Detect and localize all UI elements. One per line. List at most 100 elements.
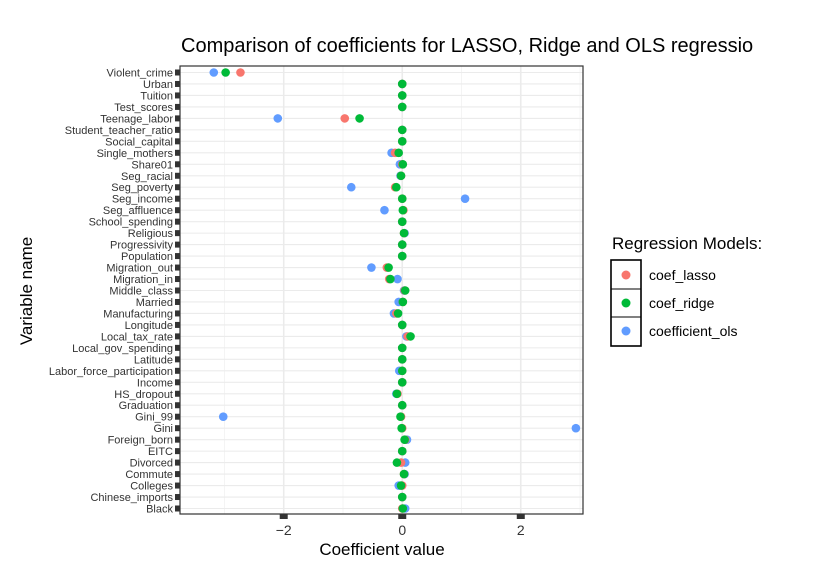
y-tick-mark — [175, 413, 180, 420]
y-tick-mark — [175, 184, 180, 191]
y-tick-mark — [175, 207, 180, 214]
point-coefficient_ols — [393, 274, 402, 284]
y-tick-label: Test_scores — [114, 102, 173, 114]
y-tick-label: Chinese_imports — [90, 492, 173, 504]
y-tick-label: Violent_crime — [107, 68, 173, 80]
point-coefficient_ols — [346, 182, 356, 192]
plot-panel: Violent_crimeUrbanTuitionTest_scoresTeen… — [49, 65, 584, 538]
point-coefficient_ols — [460, 194, 470, 204]
y-tick-label: Religious — [128, 228, 174, 240]
y-tick-label: Seg_income — [112, 194, 173, 206]
point-coef_ridge — [397, 492, 407, 502]
y-tick-mark — [175, 92, 180, 99]
legend-key-ridge — [621, 298, 631, 308]
y-tick-mark — [175, 482, 180, 489]
x-tick-label: 0 — [398, 522, 406, 538]
y-tick-mark — [175, 126, 180, 133]
y-tick-label: Black — [146, 504, 173, 516]
point-coef_ridge — [397, 194, 407, 204]
y-tick-mark — [175, 471, 180, 478]
y-tick-label: Progressivity — [110, 240, 173, 252]
point-coefficient_ols — [273, 114, 283, 123]
y-tick-label: Gini_99 — [135, 412, 173, 424]
y-tick-label: Latitude — [134, 354, 173, 366]
y-tick-mark — [175, 436, 180, 443]
y-tick-mark — [175, 367, 180, 374]
point-coefficient_ols — [209, 68, 219, 77]
point-coef_ridge — [396, 412, 405, 422]
x-tick-label: 2 — [517, 522, 525, 538]
point-coef_ridge — [398, 159, 408, 169]
y-tick-label: Local_tax_rate — [101, 331, 173, 343]
y-tick-label: Single_mothers — [97, 148, 174, 160]
y-tick-mark — [175, 241, 180, 248]
point-coef_ridge — [399, 228, 409, 238]
y-tick-label: Seg_poverty — [111, 182, 173, 194]
point-coef_ridge — [396, 171, 406, 181]
point-coef_ridge — [355, 114, 364, 123]
x-tick-label: −2 — [276, 522, 292, 538]
y-tick-mark — [175, 321, 180, 328]
point-coef_ridge — [397, 320, 407, 330]
point-coefficient_ols — [367, 263, 376, 272]
point-coef_ridge — [406, 332, 415, 341]
y-tick-label: EITC — [148, 446, 173, 458]
y-tick-label: Income — [137, 377, 173, 389]
point-coef_ridge — [397, 400, 407, 410]
point-coef_ridge — [394, 148, 403, 158]
y-tick-mark — [175, 425, 180, 432]
y-tick-mark — [175, 161, 180, 168]
y-tick-label: Gini — [153, 423, 173, 435]
point-coef_ridge — [392, 182, 401, 192]
y-tick-mark — [175, 138, 180, 145]
y-tick-mark — [175, 80, 180, 87]
point-coef_ridge — [397, 251, 407, 261]
point-coef_ridge — [400, 435, 409, 444]
point-coef_ridge — [398, 297, 408, 307]
y-tick-mark — [175, 298, 180, 305]
point-coef_ridge — [396, 481, 406, 490]
y-tick-label: Urban — [143, 79, 173, 91]
y-tick-label: HS_dropout — [114, 389, 173, 401]
y-tick-mark — [175, 310, 180, 317]
y-tick-mark — [175, 103, 180, 110]
point-coef_ridge — [397, 79, 407, 89]
chart-title: Comparison of coefficients for LASSO, Ri… — [181, 35, 753, 57]
point-coef_ridge — [397, 125, 407, 135]
point-coef_ridge — [397, 446, 407, 456]
y-tick-label: Migration_in — [113, 274, 173, 286]
y-tick-label: Longitude — [125, 320, 173, 332]
legend: Regression Models: coef_lasso coef_ridge… — [610, 234, 762, 347]
point-coef_ridge — [384, 263, 393, 272]
point-coef_ridge — [397, 377, 407, 387]
point-coef_ridge — [392, 458, 402, 467]
y-tick-label: Labor_force_participation — [49, 366, 173, 378]
legend-label-ridge: coef_ridge — [649, 295, 715, 311]
point-coef_ridge — [400, 286, 410, 295]
y-tick-label: Graduation — [119, 400, 173, 412]
point-coef_ridge — [398, 504, 408, 513]
y-tick-mark — [175, 264, 180, 271]
y-tick-label: Social_capital — [105, 136, 173, 148]
y-tick-mark — [175, 253, 180, 260]
legend-title: Regression Models: — [612, 234, 762, 253]
y-tick-label: Student_teacher_ratio — [65, 125, 173, 137]
y-tick-mark — [175, 402, 180, 409]
point-coef_ridge — [397, 91, 407, 100]
y-tick-label: Commute — [125, 469, 173, 481]
point-coef_ridge — [398, 205, 408, 215]
legend-label-ols: coefficient_ols — [649, 323, 737, 339]
y-tick-label: Manufacturing — [103, 308, 173, 320]
y-tick-mark — [175, 344, 180, 351]
y-tick-label: Married — [136, 297, 173, 309]
y-tick-label: Local_gov_spending — [72, 343, 173, 355]
x-tick-mark — [398, 514, 407, 519]
y-tick-mark — [175, 390, 180, 397]
y-tick-mark — [175, 195, 180, 202]
y-tick-label: Share01 — [131, 159, 173, 171]
y-tick-mark — [175, 230, 180, 237]
point-coef_lasso — [340, 114, 350, 123]
y-tick-mark — [175, 172, 180, 179]
legend-label-lasso: coef_lasso — [649, 267, 716, 283]
y-tick-mark — [175, 333, 180, 340]
